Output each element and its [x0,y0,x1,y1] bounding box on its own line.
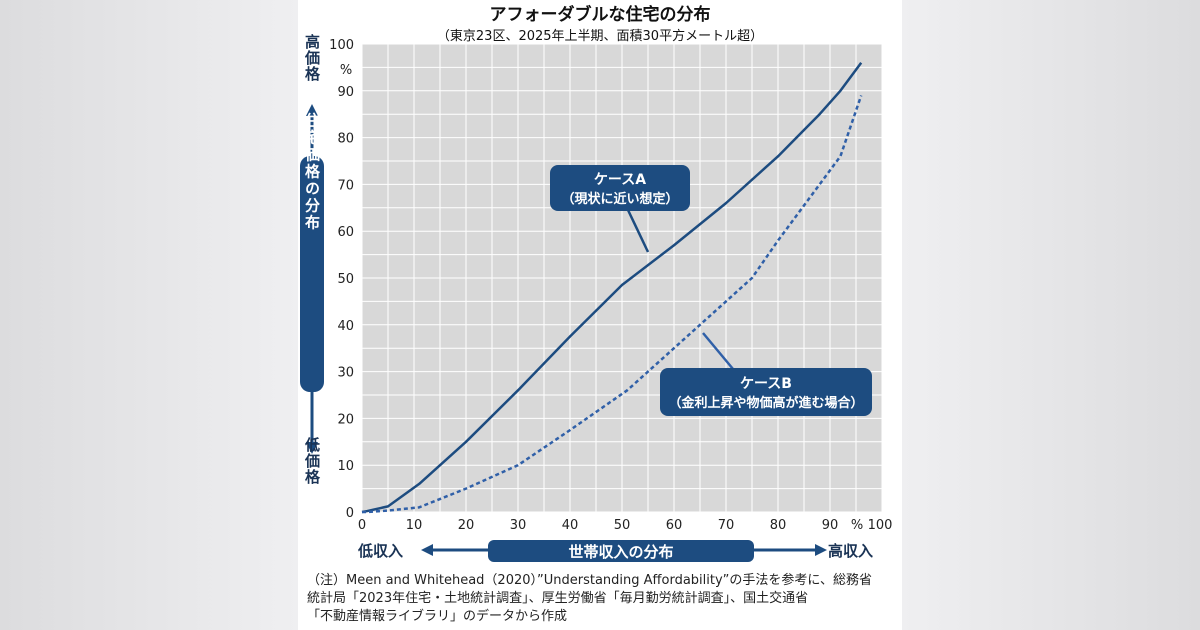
x-tick-label: 30 [510,518,527,533]
footnote-line-3: 「不動産情報ライブラリ」のデータから作成 [307,609,568,624]
y-tick-label: 70 [337,178,354,193]
x-tick-label: 0 [358,518,366,533]
y-tick-label: 10 [337,459,354,474]
series-a-line [361,61,863,514]
x-high-label: 高収入 [828,542,873,560]
y-tick-label: 50 [337,272,354,287]
chart-title: アフォーダブルな住宅の分布 [490,4,711,25]
chart-panel: アフォーダブルな住宅の分布 （東京23区、2025年上半期、面積30平方メートル… [298,0,902,630]
series-b-line [362,95,863,514]
x-tick-label: 50 [614,518,631,533]
y-tick-label: 100 [329,38,354,53]
y-tick-label: 80 [337,132,354,147]
series-b-annotation: （金利上昇や物価高が進む場合） [668,395,863,411]
series-a-callout [550,165,690,211]
x-unit-label: % [851,518,863,533]
chart: アフォーダブルな住宅の分布 （東京23区、2025年上半期、面積30平方メートル… [300,4,892,562]
x-tick-label: 10 [406,518,423,533]
y-axis-title: 住宅価格の分布 [303,112,321,232]
series-b-name: ケースB [740,376,792,392]
x-label-pill [488,540,754,562]
background-right [902,0,1200,630]
up-arrow-icon [306,104,318,116]
footnote-line-2: 統計局「2023年住宅・土地統計調査」、厚生労働省「毎月勤労統計調査」、国土交通… [307,591,809,606]
series-a-pointer [626,209,650,253]
x-tick-label: 70 [718,518,735,533]
y-tick-label: 0 [346,506,354,521]
tick-labels: 0 10 20 30 40 50 60 70 80 90 100 0 10 20 30 40 50 60 70 80 9… [329,38,892,533]
series-a-name: ケースA [594,172,646,188]
x-axis-title: 世帯収入の分布 [568,543,673,561]
y-tick-label: 40 [337,319,354,334]
series-a-annotation: （現状に近い想定） [561,191,678,207]
x-tick-label: 40 [562,518,579,533]
footnote: （注）Meen and Whitehead（2020）”Understandin… [307,572,897,626]
x-low-label: 低収入 [357,542,403,560]
y-high-label: 高価格 [303,33,321,82]
chart-subtitle: （東京23区、2025年上半期、面積30平方メートル超） [437,28,763,44]
series [361,61,863,514]
x-tick-label: 20 [458,518,475,533]
y-tick-label: 30 [337,366,354,381]
y-unit-label: % [340,63,352,78]
x-tick-label: 90 [822,518,839,533]
y-tick-label: 90 [337,85,354,100]
footnote-line-1: （注）Meen and Whitehead（2020）”Understandin… [307,573,873,588]
down-arrow-icon [306,442,318,454]
series-b-callout [660,368,872,416]
x-tick-label: 100 [868,518,893,533]
y-label-pill [300,156,324,392]
y-low-label: 低価格 [303,436,321,485]
y-tick-label: 20 [337,412,354,427]
x-tick-label: 80 [770,518,787,533]
right-arrow-icon [815,544,827,556]
x-tick-label: 60 [666,518,683,533]
y-tick-label: 60 [337,225,354,240]
grid [361,43,883,513]
background-left [0,0,298,630]
left-arrow-icon [421,544,433,556]
